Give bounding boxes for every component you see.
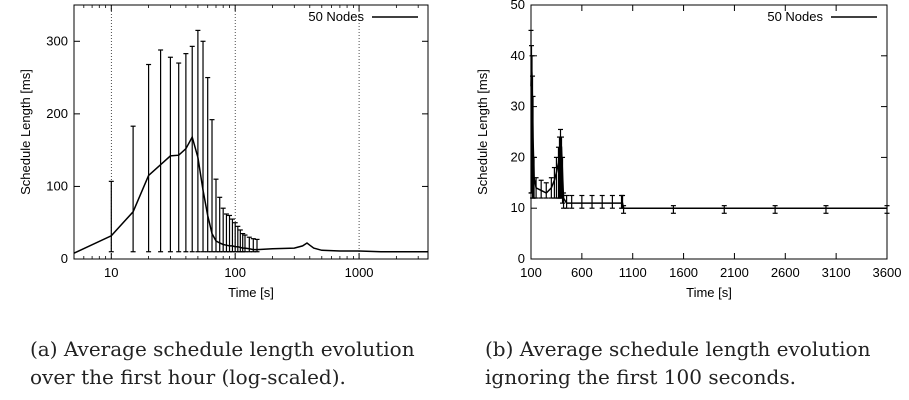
- chart-b-ytick-label-2: 20: [511, 149, 525, 164]
- chart-a-ytick-label-0: 0: [61, 251, 68, 266]
- caption-a-line-2: over the first hour (log-scaled).: [30, 365, 346, 389]
- chart-b-series-line-0: [530, 65, 887, 209]
- chart-b-legend-label-0: 50 Nodes: [767, 9, 823, 24]
- chart-b: 100 600 1100 1600 2100 2600 3100 3600 0 10 20 30 40 5…: [475, 0, 901, 300]
- chart-a-xtick-label-1: 100: [224, 265, 246, 280]
- chart-b-xtick-label-3: 1600: [669, 265, 698, 280]
- chart-a-ytick-label-3: 300: [46, 33, 68, 48]
- chart-b-ytick-label-0: 0: [518, 251, 525, 266]
- chart-b-xtick-label-5: 2600: [771, 265, 800, 280]
- chart-a-ytick-label-1: 100: [46, 178, 68, 193]
- chart-b-ytick-label-3: 30: [511, 99, 525, 114]
- chart-b-xtick-label-2: 1100: [619, 265, 647, 280]
- chart-b-y-axis-label: Schedule Length [ms]: [475, 69, 490, 195]
- caption-b-line-1: (b) Average schedule length evolution: [485, 337, 871, 361]
- chart-a-xtick-label-2: 1000: [345, 265, 374, 280]
- chart-a-x-axis-label: Time [s]: [228, 285, 274, 300]
- chart-a-y-axis-label: Schedule Length [ms]: [18, 69, 33, 195]
- chart-b-plot-frame: [530, 4, 888, 260]
- chart-b-xtick-label-1: 600: [571, 265, 593, 280]
- chart-b-xtick-label-6: 3100: [822, 265, 851, 280]
- caption-b: (b) Average schedule length evolution ig…: [485, 335, 905, 391]
- chart-b-ytick-label-5: 50: [511, 0, 525, 12]
- chart-a: 10 100 1000 0 100 200 300 50 Nodes Time [s] Sched…: [18, 4, 429, 300]
- chart-a-plot-frame: [73, 4, 429, 260]
- caption-a-line-1: (a) Average schedule length evolution: [30, 337, 415, 361]
- chart-a-series-line-0: [73, 135, 428, 254]
- chart-a-ytick-label-2: 200: [46, 106, 68, 121]
- chart-a-legend-label-0: 50 Nodes: [308, 9, 364, 24]
- caption-b-line-2: ignoring the first 100 seconds.: [485, 365, 796, 389]
- chart-b-xtick-label-4: 2100: [720, 265, 749, 280]
- chart-b-xtick-label-7: 3600: [873, 265, 902, 280]
- chart-b-x-axis-label: Time [s]: [686, 285, 732, 300]
- chart-a-xtick-label-0: 10: [104, 265, 118, 280]
- chart-b-xtick-label-0: 100: [520, 265, 542, 280]
- chart-b-ytick-label-4: 40: [511, 48, 525, 63]
- caption-a: (a) Average schedule length evolution ov…: [30, 335, 450, 391]
- chart-b-ytick-label-1: 10: [511, 200, 525, 215]
